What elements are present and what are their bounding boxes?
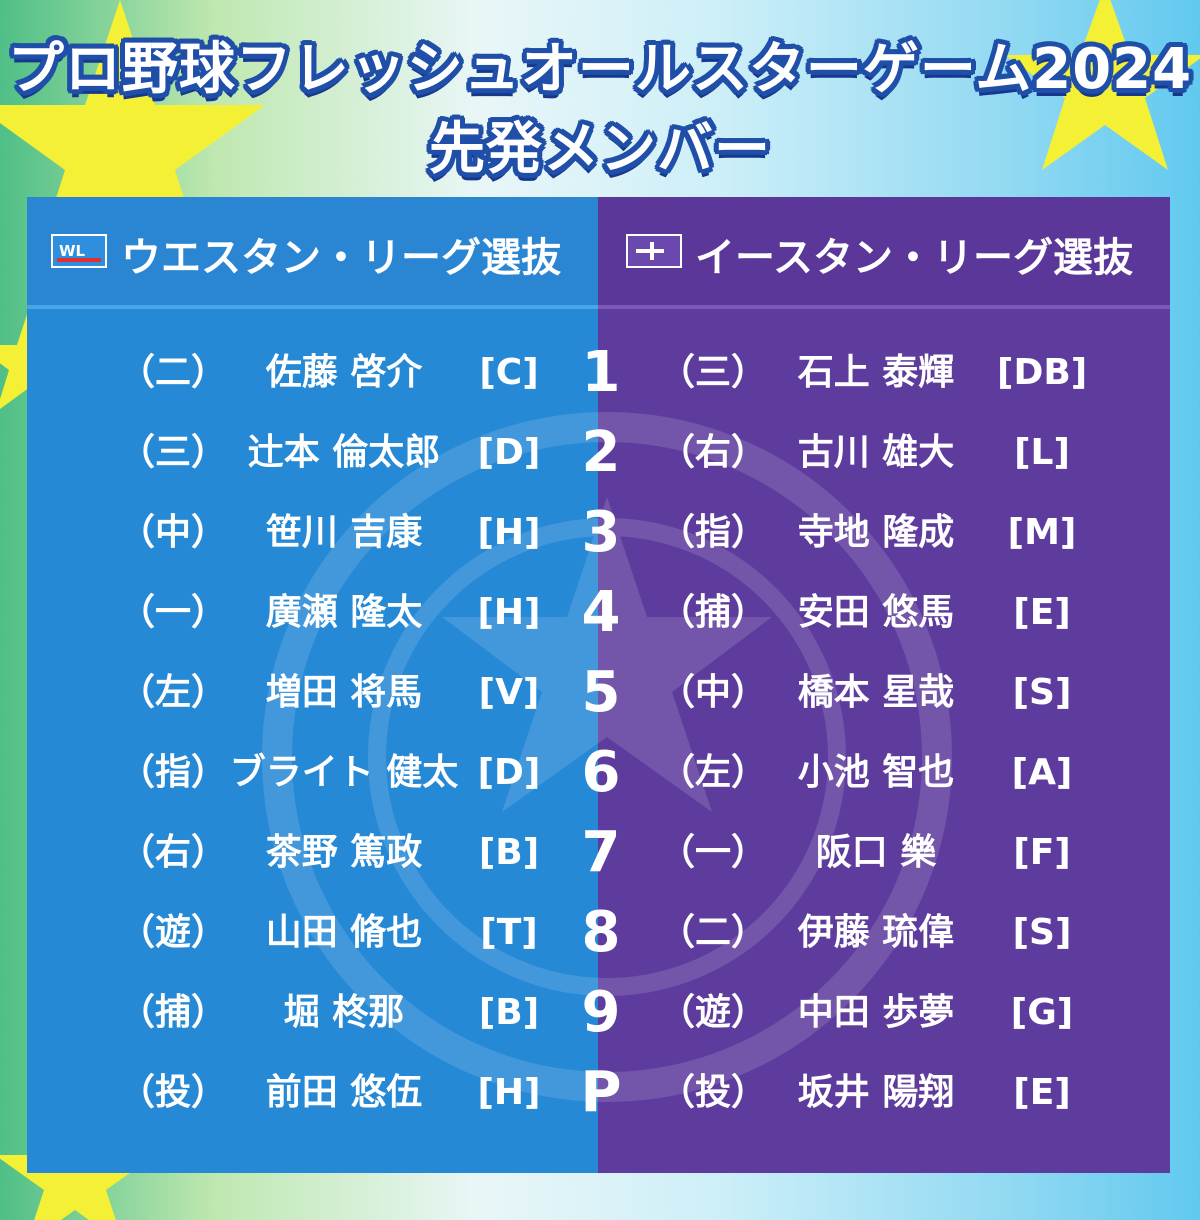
west-position: （投） bbox=[119, 1072, 228, 1113]
lineup-row: （左） 増田 将馬 [V] 5 （中） 橋本 星哉 [S] bbox=[27, 653, 1170, 733]
east-team-code: [S] bbox=[1012, 672, 1072, 713]
batting-order: 7 bbox=[581, 820, 621, 885]
west-player-name: 佐藤 啓介 bbox=[265, 352, 423, 393]
stadium-watermark-icon bbox=[262, 412, 952, 1102]
batting-order: 4 bbox=[581, 580, 621, 645]
east-team-code: [L] bbox=[1014, 432, 1070, 473]
east-position: （中） bbox=[659, 672, 768, 713]
batting-order: 1 bbox=[581, 340, 621, 405]
east-team-code: [M] bbox=[1007, 512, 1077, 553]
page-title: プロ野球フレッシュオールスターゲーム2024 bbox=[7, 37, 1193, 102]
eastern-league-header bbox=[598, 197, 1170, 309]
east-player-name: 小池 智也 bbox=[797, 752, 955, 793]
lineup-row: （一） 廣瀬 隆太 [H] 4 （捕） 安田 悠馬 [E] bbox=[27, 573, 1170, 653]
east-player-name: 安田 悠馬 bbox=[797, 592, 955, 633]
western-league-logo-icon: WL bbox=[51, 234, 107, 268]
west-position: （二） bbox=[119, 352, 228, 393]
west-team-code: [H] bbox=[477, 1072, 541, 1113]
west-position: （指） bbox=[119, 752, 228, 793]
west-team-code: [H] bbox=[477, 512, 541, 553]
west-team-code: [H] bbox=[477, 592, 541, 633]
west-team-code: [T] bbox=[480, 912, 538, 953]
west-position: （遊） bbox=[119, 912, 228, 953]
west-team-code: [B] bbox=[478, 992, 540, 1033]
lineup-panel: WL ウエスタン・リーグ選抜 イースタン・リーグ選抜 （二） 佐藤 啓介 [C] 1 （… bbox=[27, 197, 1170, 1173]
west-team-code: [V] bbox=[478, 672, 540, 713]
batting-order: 3 bbox=[581, 500, 621, 565]
west-player-name: 廣瀬 隆太 bbox=[265, 592, 423, 633]
east-position: （左） bbox=[659, 752, 768, 793]
batting-order: 9 bbox=[581, 980, 621, 1045]
east-position: （遊） bbox=[659, 992, 768, 1033]
east-player-name: 古川 雄大 bbox=[797, 432, 955, 473]
west-position: （中） bbox=[119, 512, 228, 553]
lineup-row: （投） 前田 悠伍 [H] P （投） 坂井 陽翔 [E] bbox=[27, 1053, 1170, 1133]
west-player-name: 辻本 倫太郎 bbox=[247, 432, 441, 473]
east-position: （捕） bbox=[659, 592, 768, 633]
lineup-row: （指） ブライト 健太 [D] 6 （左） 小池 智也 [A] bbox=[27, 733, 1170, 813]
lineup-row: （三） 辻本 倫太郎 [D] 2 （右） 古川 雄大 [L] bbox=[27, 413, 1170, 493]
lineup-row: （右） 茶野 篤政 [B] 7 （一） 阪口 樂 [F] bbox=[27, 813, 1170, 893]
eastern-league-label: イースタン・リーグ選抜 bbox=[695, 235, 1133, 281]
east-position: （投） bbox=[659, 1072, 768, 1113]
east-player-name: 阪口 樂 bbox=[815, 832, 937, 873]
batting-order: 6 bbox=[581, 740, 621, 805]
east-team-code: [DB] bbox=[997, 352, 1088, 393]
east-position: （指） bbox=[659, 512, 768, 553]
west-player-name: ブライト 健太 bbox=[229, 752, 459, 793]
east-team-code: [F] bbox=[1013, 832, 1071, 873]
west-position: （右） bbox=[119, 832, 228, 873]
east-player-name: 中田 歩夢 bbox=[797, 992, 955, 1033]
east-team-code: [A] bbox=[1011, 752, 1073, 793]
batting-order: 5 bbox=[581, 660, 621, 725]
east-team-code: [G] bbox=[1010, 992, 1074, 1033]
west-position: （一） bbox=[119, 592, 228, 633]
star-decoration-top-right-icon bbox=[1005, 0, 1200, 170]
east-position: （三） bbox=[659, 352, 768, 393]
east-player-name: 寺地 隆成 bbox=[797, 512, 955, 553]
eastern-league-panel bbox=[598, 197, 1170, 1173]
western-league-panel bbox=[27, 197, 598, 1173]
batting-order: P bbox=[580, 1060, 622, 1125]
western-league-header bbox=[27, 197, 598, 309]
west-player-name: 増田 将馬 bbox=[265, 672, 423, 713]
west-player-name: 前田 悠伍 bbox=[265, 1072, 423, 1113]
west-player-name: 笹川 吉康 bbox=[265, 512, 423, 553]
east-team-code: [E] bbox=[1013, 592, 1071, 633]
west-player-name: 茶野 篤政 bbox=[265, 832, 423, 873]
east-team-code: [S] bbox=[1012, 912, 1072, 953]
east-position: （一） bbox=[659, 832, 768, 873]
west-team-code: [D] bbox=[477, 752, 541, 793]
western-league-label: ウエスタン・リーグ選抜 bbox=[121, 235, 561, 281]
lineup-row: （二） 佐藤 啓介 [C] 1 （三） 石上 泰輝 [DB] bbox=[27, 333, 1170, 413]
eastern-league-logo-icon bbox=[626, 234, 682, 268]
west-player-name: 堀 柊那 bbox=[283, 992, 405, 1033]
east-player-name: 石上 泰輝 bbox=[797, 352, 955, 393]
west-team-code: [D] bbox=[477, 432, 541, 473]
west-team-code: [B] bbox=[478, 832, 540, 873]
east-team-code: [E] bbox=[1013, 1072, 1071, 1113]
batting-order: 2 bbox=[581, 420, 621, 485]
west-position: （左） bbox=[119, 672, 228, 713]
lineup-row: （中） 笹川 吉康 [H] 3 （指） 寺地 隆成 [M] bbox=[27, 493, 1170, 573]
east-player-name: 橋本 星哉 bbox=[797, 672, 955, 713]
west-position: （捕） bbox=[119, 992, 228, 1033]
west-position: （三） bbox=[119, 432, 228, 473]
east-position: （二） bbox=[659, 912, 768, 953]
west-team-code: [C] bbox=[479, 352, 539, 393]
batting-order: 8 bbox=[581, 900, 621, 965]
west-player-name: 山田 脩也 bbox=[265, 912, 423, 953]
page-subtitle: 先発メンバー bbox=[429, 117, 771, 182]
east-position: （右） bbox=[659, 432, 768, 473]
east-player-name: 伊藤 琉偉 bbox=[797, 912, 955, 953]
lineup-row: （遊） 山田 脩也 [T] 8 （二） 伊藤 琉偉 [S] bbox=[27, 893, 1170, 973]
east-player-name: 坂井 陽翔 bbox=[797, 1072, 955, 1113]
lineup-row: （捕） 堀 柊那 [B] 9 （遊） 中田 歩夢 [G] bbox=[27, 973, 1170, 1053]
